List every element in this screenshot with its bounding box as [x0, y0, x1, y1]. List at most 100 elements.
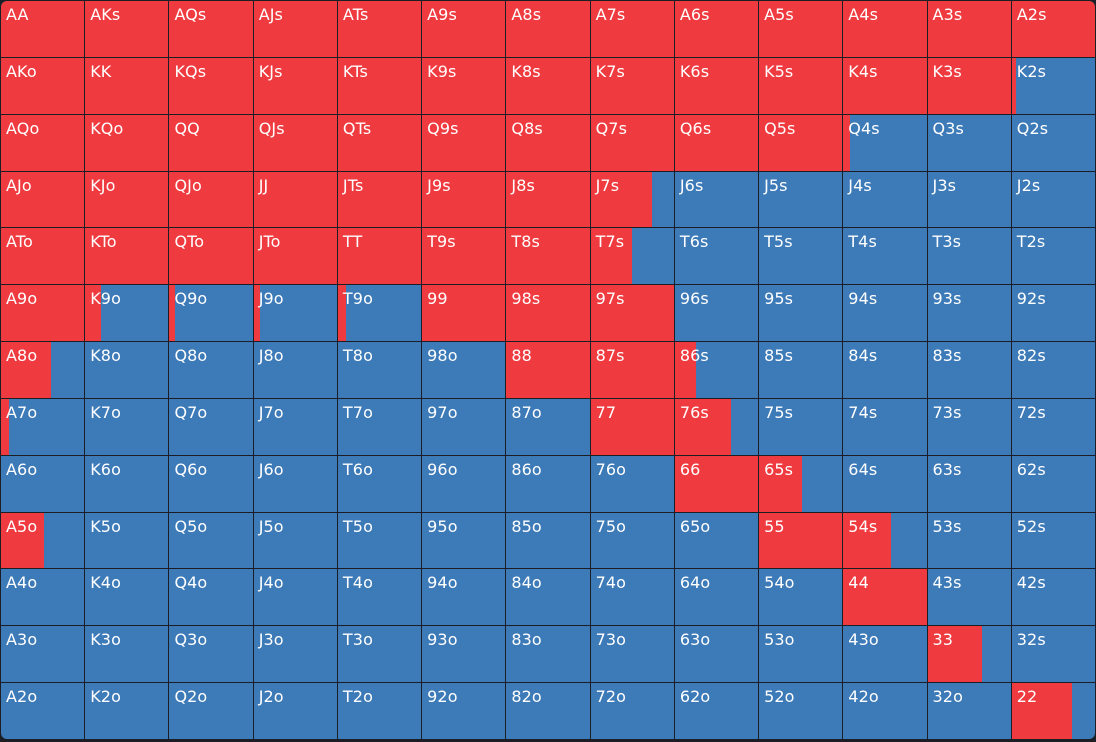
hand-cell-t9o[interactable]: T9o	[337, 285, 422, 342]
hand-cell-t3o[interactable]: T3o	[337, 626, 422, 683]
hand-cell-j3o[interactable]: J3o	[253, 626, 337, 683]
hand-cell-k7o[interactable]: K7o	[85, 398, 169, 455]
hand-cell-kqo[interactable]: KQo	[85, 114, 169, 171]
hand-cell-a4o[interactable]: A4o	[1, 569, 85, 626]
hand-cell-87o[interactable]: 87o	[506, 398, 590, 455]
hand-cell-j5o[interactable]: J5o	[253, 512, 337, 569]
hand-cell-aks[interactable]: AKs	[85, 1, 169, 57]
hand-cell-64s[interactable]: 64s	[843, 455, 927, 512]
hand-cell-j9s[interactable]: J9s	[422, 171, 506, 228]
hand-cell-j8s[interactable]: J8s	[506, 171, 590, 228]
hand-cell-a3o[interactable]: A3o	[1, 626, 85, 683]
hand-cell-q8o[interactable]: Q8o	[169, 342, 253, 398]
hand-cell-aqs[interactable]: AQs	[169, 1, 253, 57]
hand-cell-a4s[interactable]: A4s	[843, 1, 927, 57]
hand-cell-jto[interactable]: JTo	[253, 228, 337, 285]
hand-cell-94o[interactable]: 94o	[422, 569, 506, 626]
hand-cell-42o[interactable]: 42o	[843, 683, 927, 739]
hand-cell-j4s[interactable]: J4s	[843, 171, 927, 228]
hand-cell-k9s[interactable]: K9s	[422, 57, 506, 114]
hand-cell-kts[interactable]: KTs	[337, 57, 422, 114]
hand-cell-q8s[interactable]: Q8s	[506, 114, 590, 171]
hand-cell-ajo[interactable]: AJo	[1, 171, 85, 228]
hand-cell-33[interactable]: 33	[927, 626, 1011, 683]
hand-cell-ajs[interactable]: AJs	[253, 1, 337, 57]
hand-cell-t7s[interactable]: T7s	[590, 228, 674, 285]
hand-cell-53o[interactable]: 53o	[759, 626, 843, 683]
hand-cell-72o[interactable]: 72o	[590, 683, 674, 739]
hand-cell-j9o[interactable]: J9o	[253, 285, 337, 342]
hand-cell-j6o[interactable]: J6o	[253, 455, 337, 512]
hand-cell-93s[interactable]: 93s	[927, 285, 1011, 342]
hand-cell-q7o[interactable]: Q7o	[169, 398, 253, 455]
hand-cell-k5s[interactable]: K5s	[759, 57, 843, 114]
hand-cell-97s[interactable]: 97s	[590, 285, 674, 342]
hand-cell-k4s[interactable]: K4s	[843, 57, 927, 114]
hand-cell-92o[interactable]: 92o	[422, 683, 506, 739]
hand-cell-q6s[interactable]: Q6s	[674, 114, 759, 171]
hand-cell-k3s[interactable]: K3s	[927, 57, 1011, 114]
hand-cell-k3o[interactable]: K3o	[85, 626, 169, 683]
hand-cell-54s[interactable]: 54s	[843, 512, 927, 569]
hand-cell-ats[interactable]: ATs	[337, 1, 422, 57]
hand-cell-qjs[interactable]: QJs	[253, 114, 337, 171]
hand-cell-a6s[interactable]: A6s	[674, 1, 759, 57]
hand-cell-k2o[interactable]: K2o	[85, 683, 169, 739]
hand-cell-t8s[interactable]: T8s	[506, 228, 590, 285]
hand-cell-k7s[interactable]: K7s	[590, 57, 674, 114]
hand-cell-q5o[interactable]: Q5o	[169, 512, 253, 569]
hand-cell-a7o[interactable]: A7o	[1, 398, 85, 455]
hand-cell-82o[interactable]: 82o	[506, 683, 590, 739]
hand-cell-65o[interactable]: 65o	[674, 512, 759, 569]
hand-cell-kjo[interactable]: KJo	[85, 171, 169, 228]
hand-cell-77[interactable]: 77	[590, 398, 674, 455]
hand-cell-96o[interactable]: 96o	[422, 455, 506, 512]
hand-cell-q9o[interactable]: Q9o	[169, 285, 253, 342]
hand-cell-t6o[interactable]: T6o	[337, 455, 422, 512]
hand-cell-t5s[interactable]: T5s	[759, 228, 843, 285]
hand-cell-a5o[interactable]: A5o	[1, 512, 85, 569]
hand-cell-j7s[interactable]: J7s	[590, 171, 674, 228]
hand-cell-t5o[interactable]: T5o	[337, 512, 422, 569]
hand-cell-43o[interactable]: 43o	[843, 626, 927, 683]
hand-cell-q7s[interactable]: Q7s	[590, 114, 674, 171]
hand-cell-t3s[interactable]: T3s	[927, 228, 1011, 285]
hand-cell-88[interactable]: 88	[506, 342, 590, 398]
hand-cell-76s[interactable]: 76s	[674, 398, 759, 455]
hand-cell-t4s[interactable]: T4s	[843, 228, 927, 285]
hand-cell-75o[interactable]: 75o	[590, 512, 674, 569]
hand-cell-63s[interactable]: 63s	[927, 455, 1011, 512]
hand-cell-53s[interactable]: 53s	[927, 512, 1011, 569]
hand-cell-73s[interactable]: 73s	[927, 398, 1011, 455]
hand-cell-83s[interactable]: 83s	[927, 342, 1011, 398]
hand-cell-k4o[interactable]: K4o	[85, 569, 169, 626]
hand-cell-87s[interactable]: 87s	[590, 342, 674, 398]
hand-cell-k6o[interactable]: K6o	[85, 455, 169, 512]
hand-cell-a8o[interactable]: A8o	[1, 342, 85, 398]
hand-cell-86o[interactable]: 86o	[506, 455, 590, 512]
hand-cell-74s[interactable]: 74s	[843, 398, 927, 455]
hand-cell-q5s[interactable]: Q5s	[759, 114, 843, 171]
hand-cell-j4o[interactable]: J4o	[253, 569, 337, 626]
hand-cell-a7s[interactable]: A7s	[590, 1, 674, 57]
hand-cell-62s[interactable]: 62s	[1011, 455, 1095, 512]
hand-cell-tt[interactable]: TT	[337, 228, 422, 285]
hand-cell-84s[interactable]: 84s	[843, 342, 927, 398]
hand-cell-95s[interactable]: 95s	[759, 285, 843, 342]
hand-cell-j6s[interactable]: J6s	[674, 171, 759, 228]
hand-cell-k8s[interactable]: K8s	[506, 57, 590, 114]
hand-cell-32s[interactable]: 32s	[1011, 626, 1095, 683]
hand-cell-q4s[interactable]: Q4s	[843, 114, 927, 171]
hand-cell-t2s[interactable]: T2s	[1011, 228, 1095, 285]
hand-cell-kto[interactable]: KTo	[85, 228, 169, 285]
hand-cell-q6o[interactable]: Q6o	[169, 455, 253, 512]
hand-cell-52o[interactable]: 52o	[759, 683, 843, 739]
hand-cell-t2o[interactable]: T2o	[337, 683, 422, 739]
hand-cell-52s[interactable]: 52s	[1011, 512, 1095, 569]
hand-cell-j8o[interactable]: J8o	[253, 342, 337, 398]
hand-cell-96s[interactable]: 96s	[674, 285, 759, 342]
hand-cell-84o[interactable]: 84o	[506, 569, 590, 626]
hand-cell-t6s[interactable]: T6s	[674, 228, 759, 285]
hand-cell-j2o[interactable]: J2o	[253, 683, 337, 739]
hand-cell-76o[interactable]: 76o	[590, 455, 674, 512]
